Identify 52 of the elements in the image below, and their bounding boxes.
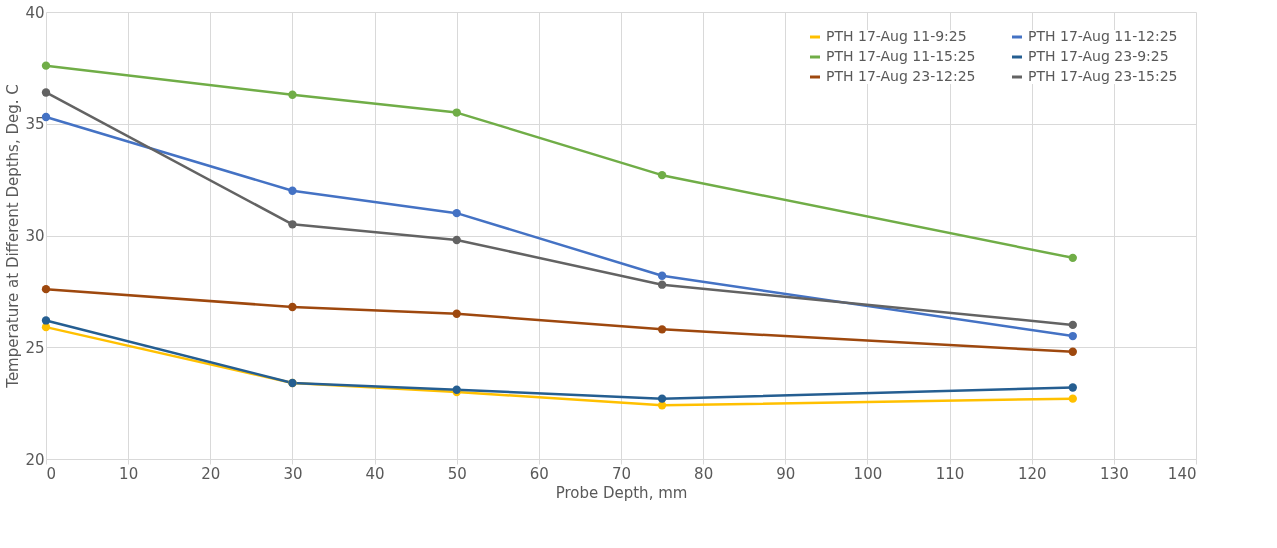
x-tick-label: 20	[201, 464, 221, 483]
legend-label: PTH 17-Aug 23-12:25	[826, 68, 976, 84]
point	[41, 112, 51, 122]
x-tick-label: 0	[46, 464, 57, 483]
y-tick-label: 40	[25, 3, 45, 22]
point	[657, 394, 667, 403]
point	[452, 309, 461, 318]
x-axis-title: Probe Depth, mm	[555, 483, 688, 502]
point	[657, 325, 667, 334]
x-tick-label: 130	[1100, 464, 1129, 483]
legend-label: PTH 17-Aug 11-9:25	[826, 28, 967, 44]
x-tick-label: 100	[853, 464, 883, 483]
point	[41, 316, 51, 325]
point	[41, 61, 51, 70]
x-tick-label: 110	[935, 464, 965, 483]
legend-label: PTH 17-Aug 23-9:25	[1028, 48, 1169, 64]
legend-label: PTH 17-Aug 11-15:25	[826, 48, 976, 64]
x-tick-label: 140	[1167, 464, 1197, 483]
x-tick-label: 80	[694, 464, 714, 483]
y-axis-title: Temperature at Different Depths, Deg. C	[4, 84, 23, 389]
point	[657, 280, 667, 289]
point	[1068, 347, 1077, 356]
x-tick-label: 10	[119, 464, 139, 483]
y-tick-label: 25	[25, 338, 45, 357]
point	[452, 108, 461, 117]
point	[452, 208, 461, 218]
legend-label: PTH 17-Aug 11-12:25	[1028, 28, 1178, 44]
y-tick-label: 35	[25, 115, 45, 134]
x-tick-label: 90	[776, 464, 796, 483]
point	[657, 170, 667, 180]
y-tick-label: 30	[25, 227, 45, 245]
x-tick-label: 40	[365, 464, 385, 483]
legend-label: PTH 17-Aug 23-15:25	[1028, 68, 1178, 84]
x-tick-label: 60	[529, 464, 549, 483]
point	[1068, 331, 1077, 341]
x-tick-label: 30	[283, 464, 303, 483]
x-tick-label: 50	[447, 464, 467, 483]
point	[1068, 253, 1077, 263]
x-tick-label: 120	[1017, 464, 1047, 483]
point	[288, 220, 297, 229]
x-tick-label: 70	[611, 464, 632, 483]
point	[288, 186, 297, 195]
point	[657, 271, 667, 280]
point	[1068, 320, 1077, 330]
point	[1068, 394, 1077, 403]
point	[288, 302, 297, 312]
y-tick-label: 20	[25, 450, 45, 469]
point	[41, 88, 51, 97]
point	[1068, 383, 1077, 392]
point	[41, 284, 51, 294]
point	[452, 235, 461, 245]
point	[288, 90, 297, 99]
